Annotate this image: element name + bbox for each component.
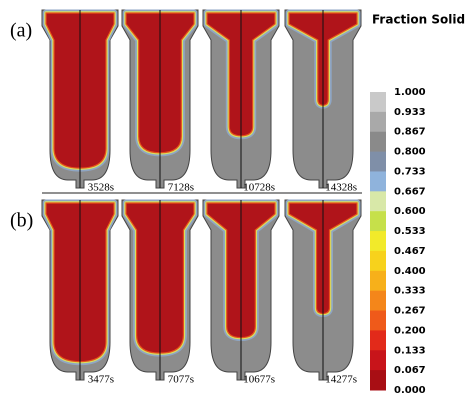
colorbar-tick-label: 0.533 bbox=[394, 226, 426, 237]
colorbar-segment bbox=[370, 310, 386, 331]
time-label: 3528s bbox=[88, 182, 114, 194]
colorbar-tick-label: 0.000 bbox=[394, 385, 426, 396]
time-label: 7077s bbox=[168, 374, 194, 386]
colorbar-tick-label: 0.733 bbox=[394, 166, 426, 177]
colorbar-title: Fraction Solid bbox=[372, 13, 465, 27]
time-label: 10728s bbox=[243, 182, 275, 194]
colorbar-tick-label: 0.067 bbox=[394, 365, 426, 376]
colorbar-tick-label: 0.933 bbox=[394, 107, 426, 118]
time-label: 14277s bbox=[325, 374, 357, 386]
colorbar-segment bbox=[370, 330, 386, 351]
time-label: 14328s bbox=[325, 182, 357, 194]
colorbar-tick-label: 0.667 bbox=[394, 186, 426, 197]
row-label: (b) bbox=[10, 210, 33, 232]
colorbar-tick-label: 0.267 bbox=[394, 306, 426, 317]
colorbar-tick-label: 0.600 bbox=[394, 206, 426, 217]
time-label: 3477s bbox=[88, 374, 114, 386]
colorbar-segment bbox=[370, 350, 386, 371]
colorbar-segment bbox=[370, 370, 386, 391]
colorbar-segment bbox=[370, 131, 386, 153]
colorbar-tick-label: 0.333 bbox=[394, 286, 426, 297]
colorbar-segment bbox=[370, 211, 386, 232]
colorbar-tick-label: 1.000 bbox=[394, 87, 426, 98]
row-label: (a) bbox=[10, 20, 32, 42]
colorbar-segment bbox=[370, 151, 386, 172]
colorbar-segment bbox=[370, 290, 386, 312]
colorbar-tick-label: 0.800 bbox=[394, 147, 426, 158]
time-label: 7128s bbox=[168, 182, 194, 194]
colorbar-tick-label: 0.867 bbox=[394, 127, 426, 138]
colorbar-segment bbox=[370, 171, 386, 192]
colorbar-segment bbox=[370, 250, 386, 272]
colorbar-tick-label: 0.200 bbox=[394, 325, 426, 336]
colorbar-segment bbox=[370, 111, 386, 133]
colorbar-segment bbox=[370, 231, 386, 252]
colorbar-segment bbox=[370, 270, 386, 292]
colorbar-tick-label: 0.400 bbox=[394, 266, 426, 277]
colorbar-tick-label: 0.467 bbox=[394, 246, 426, 257]
colorbar-tick-label: 0.133 bbox=[394, 345, 426, 356]
colorbar-segment bbox=[370, 191, 386, 212]
time-label: 10677s bbox=[243, 374, 275, 386]
colorbar-segment bbox=[370, 92, 386, 113]
